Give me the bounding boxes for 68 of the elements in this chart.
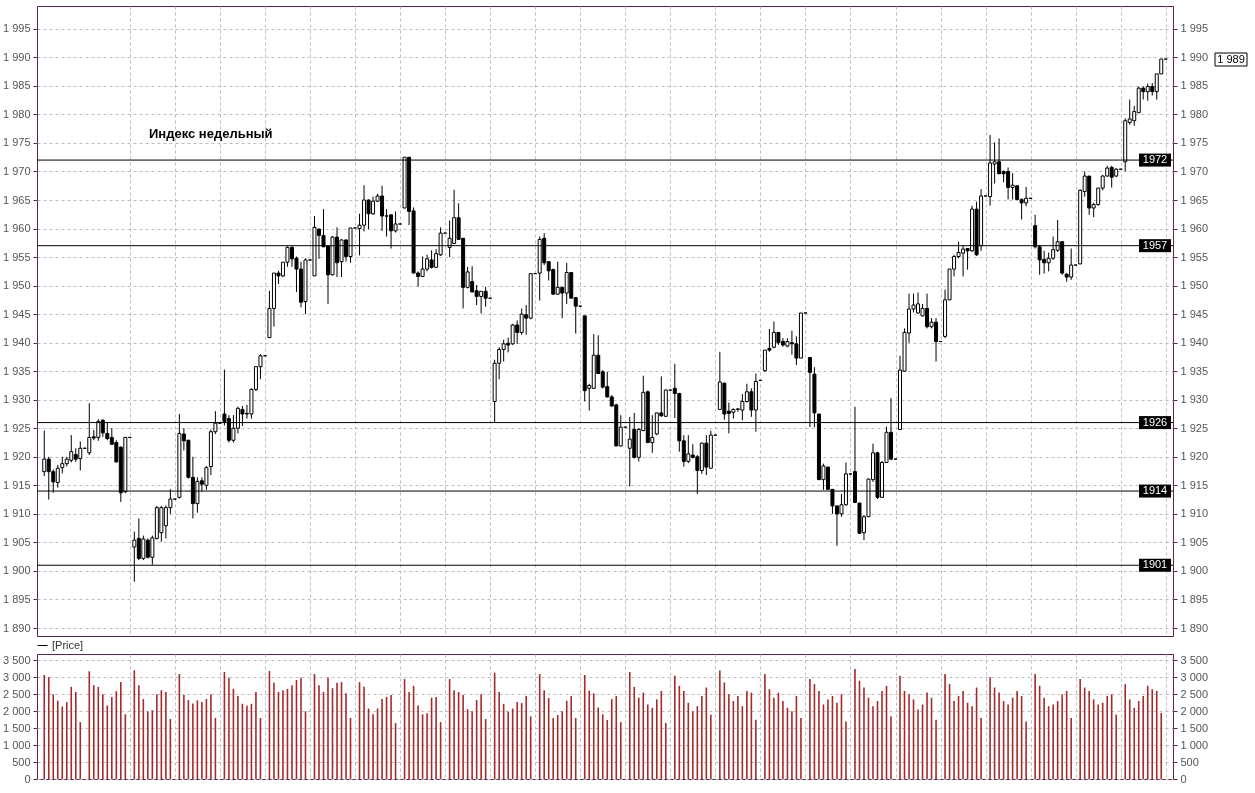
y2-tick-label: 2 500 xyxy=(1180,687,1209,700)
y2-tick-label: 1 900 xyxy=(1180,564,1209,577)
y-tick-label: 500 xyxy=(12,755,31,768)
ref-line-label: 1972 xyxy=(1142,153,1168,166)
y2-tick-label: 1 925 xyxy=(1180,421,1209,434)
text: 1 989 xyxy=(1217,52,1245,65)
y2-tick-label: 1 960 xyxy=(1180,222,1209,235)
y-tick-label: 1 925 xyxy=(2,421,31,434)
y2-tick-label: 2 000 xyxy=(1180,704,1209,717)
y-tick-label: 0 xyxy=(24,772,31,785)
y-tick-label: 1 940 xyxy=(2,336,31,349)
y-tick-label: 1 995 xyxy=(2,22,31,35)
y2-tick-label: 1 895 xyxy=(1180,592,1209,605)
y-tick-label: 1 990 xyxy=(2,50,31,63)
y2-tick-label: 1 000 xyxy=(1180,738,1209,751)
y2-tick-label: 1 955 xyxy=(1180,250,1209,263)
y-tick-label: 1 985 xyxy=(2,79,31,92)
y-tick-label: 1 930 xyxy=(2,393,31,406)
y-tick-label: 1 500 xyxy=(2,721,31,734)
y2-tick-label: 1 945 xyxy=(1180,307,1209,320)
y-tick-label: 1 915 xyxy=(2,478,31,491)
legend-title: [Price] xyxy=(52,638,84,651)
y2-tick-label: 3 500 xyxy=(1180,653,1209,666)
annotation: Индекс недельный xyxy=(149,126,273,141)
y2-tick-label: 1 990 xyxy=(1180,50,1209,63)
y2-tick-label: 1 930 xyxy=(1180,393,1209,406)
y-tick-label: 2 500 xyxy=(2,687,31,700)
y2-tick-label: 0 xyxy=(1180,772,1187,785)
y2-tick-label: 1 940 xyxy=(1180,336,1209,349)
y-tick-label: 1 955 xyxy=(2,250,31,263)
y-tick-label: 1 910 xyxy=(2,507,31,520)
y-tick-label: 1 895 xyxy=(2,592,31,605)
ref-line-label: 1914 xyxy=(1142,484,1168,497)
y2-tick-label: 1 970 xyxy=(1180,164,1209,177)
y-tick-label: 1 960 xyxy=(2,222,31,235)
y2-tick-label: 1 905 xyxy=(1180,535,1209,548)
y2-tick-label: 1 910 xyxy=(1180,507,1209,520)
y-tick-label: 1 975 xyxy=(2,136,31,149)
y-tick-label: 1 980 xyxy=(2,107,31,120)
y2-tick-label: 1 980 xyxy=(1180,107,1209,120)
y2-tick-label: 1 915 xyxy=(1180,478,1209,491)
y-tick-label: 1 000 xyxy=(2,738,31,751)
y-tick-label: 1 905 xyxy=(2,535,31,548)
y-tick-label: 3 000 xyxy=(2,670,31,683)
y-tick-label: 3 500 xyxy=(2,653,31,666)
y2-tick-label: 1 890 xyxy=(1180,621,1209,634)
y2-tick-label: 1 975 xyxy=(1180,136,1209,149)
y-tick-label: 1 935 xyxy=(2,364,31,377)
y-tick-label: 1 965 xyxy=(2,193,31,206)
y2-tick-label: 1 500 xyxy=(1180,721,1209,734)
y2-tick-label: 1 985 xyxy=(1180,79,1209,92)
y2-tick-label: 1 950 xyxy=(1180,279,1209,292)
ref-line-label: 1901 xyxy=(1142,558,1168,571)
y2-tick-label: 1 935 xyxy=(1180,364,1209,377)
y-tick-label: 1 950 xyxy=(2,279,31,292)
ref-line-label: 1957 xyxy=(1142,238,1168,251)
y-tick-label: 1 945 xyxy=(2,307,31,320)
y2-tick-label: 1 995 xyxy=(1180,22,1209,35)
y-tick-label: 1 890 xyxy=(2,621,31,634)
y-tick-label: 2 000 xyxy=(2,704,31,717)
ref-line-label: 1926 xyxy=(1142,415,1168,428)
y2-tick-label: 500 xyxy=(1180,755,1199,768)
y2-tick-label: 1 965 xyxy=(1180,193,1209,206)
y2-tick-label: 3 000 xyxy=(1180,670,1209,683)
y2-tick-label: 1 920 xyxy=(1180,450,1209,463)
y-tick-label: 1 920 xyxy=(2,450,31,463)
y-tick-label: 1 970 xyxy=(2,164,31,177)
y-tick-label: 1 900 xyxy=(2,564,31,577)
